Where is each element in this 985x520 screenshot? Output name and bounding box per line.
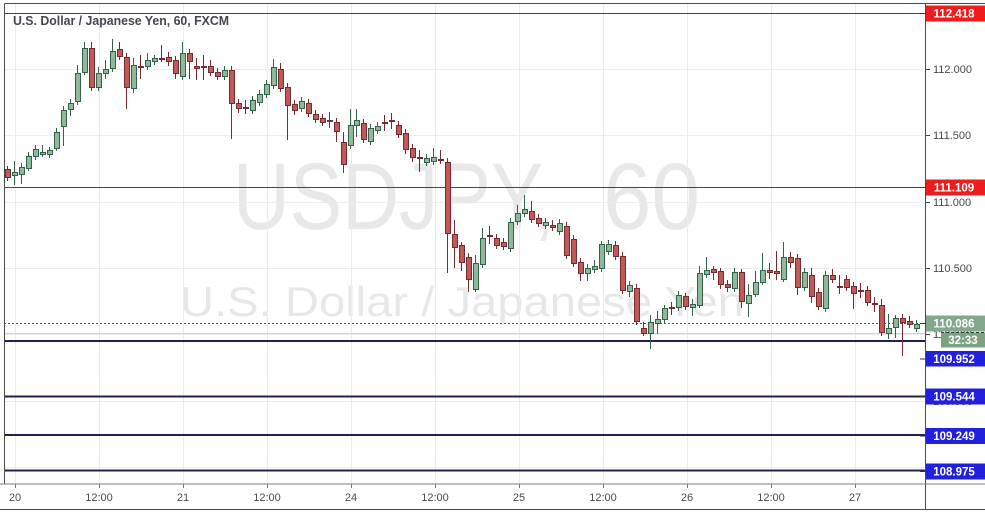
svg-text:109.249: 109.249	[933, 431, 975, 443]
svg-text:108.975: 108.975	[933, 467, 975, 479]
svg-text:12:00: 12:00	[757, 492, 785, 504]
svg-text:110.500: 110.500	[933, 263, 972, 275]
svg-text:60: 60	[603, 144, 700, 250]
svg-text:111.000: 111.000	[933, 197, 971, 209]
svg-text:110.086: 110.086	[934, 319, 975, 331]
svg-text:32:33: 32:33	[948, 335, 977, 347]
svg-text:20: 20	[9, 492, 21, 504]
svg-text:111.109: 111.109	[934, 183, 974, 195]
svg-text:12:00: 12:00	[421, 492, 449, 504]
svg-text:109.544: 109.544	[933, 392, 975, 404]
svg-text:26: 26	[681, 492, 693, 504]
svg-text:112.418: 112.418	[934, 9, 976, 21]
svg-text:12:00: 12:00	[253, 492, 281, 504]
svg-text:U.S. Dollar / Japanese Yen: U.S. Dollar / Japanese Yen	[180, 278, 744, 325]
svg-text:12:00: 12:00	[85, 492, 113, 504]
svg-text:21: 21	[177, 492, 189, 504]
svg-text:25: 25	[513, 492, 525, 504]
svg-text:109.952: 109.952	[933, 354, 975, 366]
svg-text:12:00: 12:00	[589, 492, 617, 504]
svg-text:27: 27	[849, 492, 861, 504]
svg-text:111.500: 111.500	[933, 130, 971, 142]
svg-text:U.S. Dollar / Japanese Yen, 60: U.S. Dollar / Japanese Yen, 60, FXCM	[13, 14, 229, 28]
svg-text:24: 24	[345, 492, 357, 504]
svg-text:USDJPY,: USDJPY,	[233, 144, 555, 250]
svg-text:112.000: 112.000	[933, 64, 972, 76]
